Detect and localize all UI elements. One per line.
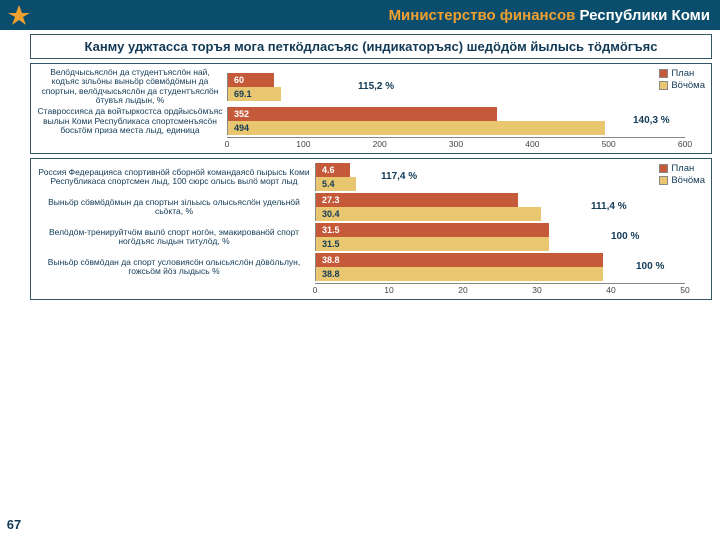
fact-value: 494 — [234, 123, 249, 133]
category-label: Выньӧр сӧвмӧдӧмын да спортын зільысь олы… — [37, 198, 315, 217]
fact-bar: 30.4 — [316, 207, 541, 221]
axis-tick: 100 — [296, 139, 310, 149]
plan-bar: 60 — [228, 73, 274, 87]
plan-value: 352 — [234, 109, 249, 119]
logo-emblem — [0, 0, 38, 30]
header-org1: Министерство финансов — [389, 7, 580, 24]
bars-area: 352 494 140,3 % — [227, 107, 685, 135]
percent-label: 111,4 % — [591, 201, 627, 212]
plan-value: 27.3 — [322, 195, 340, 205]
axis-tick: 20 — [458, 285, 467, 295]
category-label: Выньӧр сӧвмӧдан да спорт условиясӧн олыс… — [37, 258, 315, 277]
plan-value: 60 — [234, 75, 244, 85]
plan-bar: 31.5 — [316, 223, 549, 237]
bars-area: 31.5 31.5 100 % — [315, 223, 685, 251]
bars-area: 38.8 38.8 100 % — [315, 253, 685, 281]
axis-tick: 10 — [384, 285, 393, 295]
axis-tick: 30 — [532, 285, 541, 295]
chart1-axis: 0100200300400500600 — [227, 137, 685, 151]
chart-row: Ставроссияса да войтыркостса ордйысьӧмъя… — [37, 107, 705, 135]
fact-value: 38.8 — [322, 269, 340, 279]
percent-label: 117,4 % — [381, 171, 417, 182]
category-label: Велӧдӧм-тренируйтчӧм вылӧ спорт ногӧн, э… — [37, 228, 315, 247]
axis-tick: 0 — [225, 139, 230, 149]
header-org2: Республики Коми — [580, 7, 711, 24]
fact-bar: 31.5 — [316, 237, 549, 251]
fact-bar: 494 — [228, 121, 605, 135]
fact-value: 30.4 — [322, 209, 340, 219]
axis-tick: 600 — [678, 139, 692, 149]
axis-tick: 500 — [602, 139, 616, 149]
plan-bar: 38.8 — [316, 253, 603, 267]
page-title: Канму уджтасса торъя мога петкӧдласъяс (… — [30, 34, 712, 59]
chart-row: Выньӧр сӧвмӧдӧмын да спортын зільысь олы… — [37, 193, 705, 221]
bars-area: 4.6 5.4 117,4 % — [315, 163, 685, 191]
plan-value: 4.6 — [322, 165, 335, 175]
chart2-axis: 01020304050 — [315, 283, 685, 297]
chart2: План Вӧчӧма Россия Федерацияса спортивнӧ… — [30, 158, 712, 300]
plan-bar: 27.3 — [316, 193, 518, 207]
header: Министерство финансов Республики Коми — [0, 0, 720, 30]
chart-row: Велӧдӧм-тренируйтчӧм вылӧ спорт ногӧн, э… — [37, 223, 705, 251]
chart-row: Выньӧр сӧвмӧдан да спорт условиясӧн олыс… — [37, 253, 705, 281]
plan-bar: 4.6 — [316, 163, 350, 177]
category-label: Велӧдчысьяслӧн да студентъяслӧн най, код… — [37, 68, 227, 105]
axis-tick: 0 — [313, 285, 318, 295]
axis-tick: 400 — [525, 139, 539, 149]
axis-tick: 50 — [680, 285, 689, 295]
chart-row: Россия Федерацияса спортивнӧй сборнӧй ко… — [37, 163, 705, 191]
fact-value: 5.4 — [322, 179, 335, 189]
fact-value: 31.5 — [322, 239, 340, 249]
percent-label: 115,2 % — [358, 81, 394, 92]
header-title: Министерство финансов Республики Коми — [38, 7, 720, 24]
fact-bar: 5.4 — [316, 177, 356, 191]
bars-area: 60 69.1 115,2 % — [227, 73, 685, 101]
percent-label: 100 % — [636, 261, 664, 272]
chart-row: Велӧдчысьяслӧн да студентъяслӧн най, код… — [37, 68, 705, 105]
category-label: Россия Федерацияса спортивнӧй сборнӧй ко… — [37, 168, 315, 187]
fact-value: 69.1 — [234, 89, 252, 99]
plan-value: 38.8 — [322, 255, 340, 265]
chart1: План Вӧчӧма Велӧдчысьяслӧн да студентъяс… — [30, 63, 712, 154]
axis-tick: 40 — [606, 285, 615, 295]
axis-tick: 300 — [449, 139, 463, 149]
plan-bar: 352 — [228, 107, 497, 121]
bars-area: 27.3 30.4 111,4 % — [315, 193, 685, 221]
percent-label: 140,3 % — [633, 115, 670, 126]
axis-tick: 200 — [373, 139, 387, 149]
category-label: Ставроссияса да войтыркостса ордйысьӧмъя… — [37, 107, 227, 135]
page-number: 67 — [0, 517, 28, 532]
percent-label: 100 % — [611, 231, 639, 242]
fact-bar: 69.1 — [228, 87, 281, 101]
plan-value: 31.5 — [322, 225, 340, 235]
fact-bar: 38.8 — [316, 267, 603, 281]
